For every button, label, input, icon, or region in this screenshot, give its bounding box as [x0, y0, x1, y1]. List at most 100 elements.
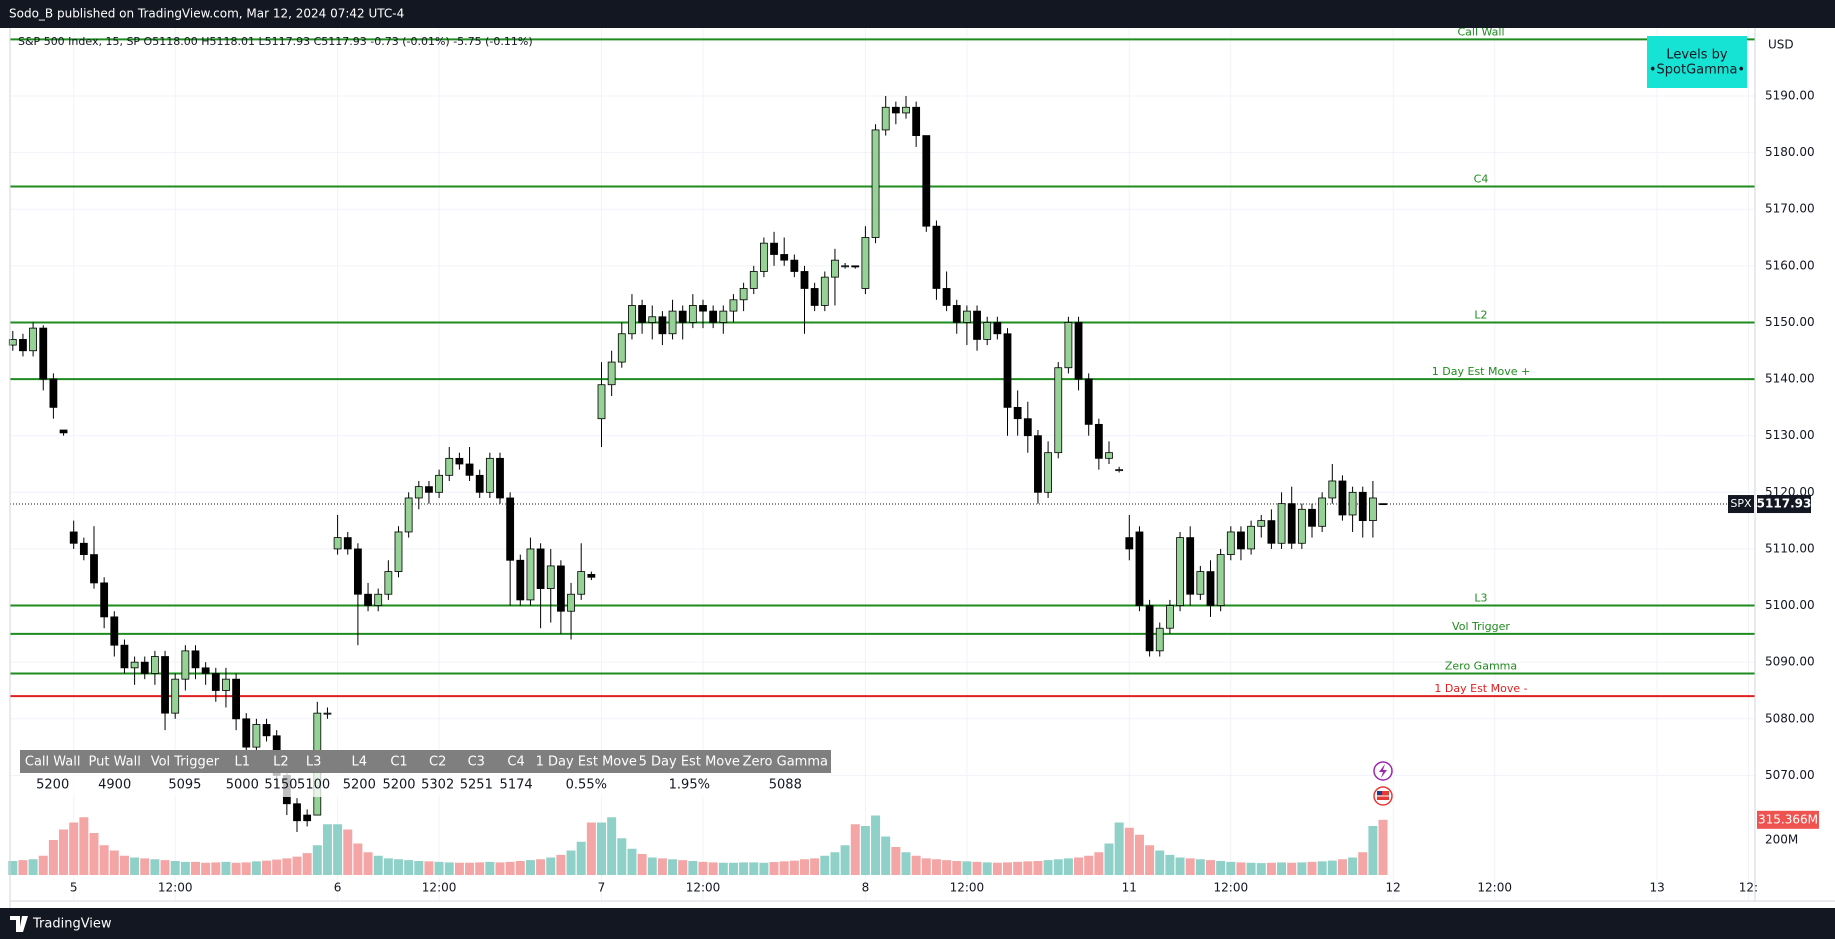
candle-body	[1369, 497, 1377, 522]
volume-bar	[353, 843, 363, 875]
candle-body	[1074, 322, 1083, 380]
candle-body	[993, 322, 1002, 335]
volume-bar	[525, 860, 535, 875]
volume-bar	[170, 861, 180, 875]
volume-bar	[1053, 859, 1063, 875]
candle-body	[739, 288, 748, 301]
volume-bar	[8, 861, 18, 875]
volume-bar	[1134, 834, 1144, 875]
candle-body	[110, 616, 119, 646]
candle-body	[1115, 469, 1124, 472]
volume-bar	[556, 854, 566, 875]
x-tick-label: 13	[1649, 881, 1664, 895]
candle-body	[1226, 531, 1235, 555]
candle-body	[414, 486, 423, 499]
volume-bar	[952, 861, 962, 875]
candle-body	[1125, 537, 1134, 550]
volume-bar	[48, 840, 58, 875]
volume-bar	[109, 850, 119, 875]
volume-bar	[262, 860, 272, 875]
candle-body	[181, 650, 190, 680]
y-tick-label: 5070.00	[1765, 768, 1815, 782]
table-cell: 5000	[226, 778, 259, 793]
volume-bar	[1216, 861, 1226, 875]
y-tick-label: 5140.00	[1765, 372, 1815, 386]
volume-bar	[1277, 862, 1287, 875]
candle-body	[1216, 554, 1225, 606]
table-cell: 5200	[382, 778, 415, 793]
candle-body	[404, 497, 413, 533]
candle-body	[19, 339, 27, 352]
volume-bar	[505, 861, 515, 875]
level-label: L3	[1474, 592, 1487, 605]
volume-bar	[1043, 860, 1053, 875]
price-tag	[1757, 495, 1811, 514]
candle-body	[1064, 322, 1073, 369]
level-label: Zero Gamma	[1445, 660, 1517, 673]
volume-bar	[597, 822, 606, 875]
volume-bar	[1114, 822, 1124, 875]
volume-bar	[860, 826, 870, 875]
volume-bar	[739, 862, 749, 875]
volume-bar	[688, 861, 698, 875]
table-cell: 5200	[343, 778, 376, 793]
candle-body	[1267, 520, 1276, 544]
candle-body	[100, 582, 109, 618]
volume-bar	[921, 858, 931, 875]
candle-body	[1054, 367, 1063, 454]
candle-body	[8, 339, 17, 346]
currency: USD	[1768, 38, 1794, 52]
candle-body	[384, 571, 393, 595]
candle-body	[536, 548, 545, 589]
volume-bar	[1003, 862, 1012, 875]
candle-body	[912, 106, 921, 136]
volume-bar	[759, 862, 769, 875]
y-tick-label: 5130.00	[1765, 428, 1815, 442]
candle-body	[810, 288, 819, 306]
volume-bar	[515, 861, 525, 875]
candle-body	[1013, 406, 1022, 420]
table-cell: 5150	[264, 778, 297, 793]
badge[interactable]	[1647, 36, 1747, 88]
volume-bar	[871, 815, 881, 875]
candle-body	[1003, 333, 1012, 408]
volume-bar	[1337, 859, 1347, 875]
candle-body	[729, 299, 738, 312]
volume-bar	[607, 817, 617, 875]
volume-bar	[211, 862, 221, 875]
candle-body	[770, 242, 778, 255]
candle-body	[120, 644, 129, 669]
volume-bar	[1074, 857, 1084, 875]
candle-body	[881, 106, 890, 131]
volume-bar	[1104, 843, 1114, 875]
volume-bar	[130, 857, 140, 875]
publisher: Sodo_B published on TradingView.com, Mar…	[9, 7, 404, 21]
candle-body	[648, 316, 657, 323]
candle-body	[496, 457, 504, 499]
table-cell: 5100	[297, 778, 330, 793]
x-tick-label: 11	[1122, 881, 1137, 895]
candle-body	[435, 474, 444, 493]
volume-bar	[1378, 819, 1388, 875]
x-tick-label: 12:00	[422, 881, 457, 895]
volume-bar	[150, 859, 160, 875]
volume-bar	[820, 855, 830, 875]
volume-bar	[1175, 857, 1185, 875]
level-label: 1 Day Est Move +	[1432, 365, 1530, 378]
candle-body	[1176, 537, 1184, 606]
badge-line: •SpotGamma•	[1649, 63, 1745, 78]
candle-body	[39, 327, 48, 380]
symbol-label: SPX	[1730, 497, 1752, 510]
volume-bar	[911, 855, 921, 875]
candle-body	[130, 661, 139, 669]
volume-bar	[1297, 862, 1307, 875]
x-tick-label: 7	[598, 881, 606, 895]
candle-body	[790, 259, 799, 272]
volume-bar	[1348, 857, 1358, 875]
y-tick-label: 5150.00	[1765, 315, 1815, 329]
table-header: Call Wall	[25, 755, 81, 770]
candle-body	[638, 305, 646, 323]
table-header: L1	[235, 755, 251, 770]
volume-bar	[454, 862, 464, 875]
candle-body	[262, 724, 271, 737]
